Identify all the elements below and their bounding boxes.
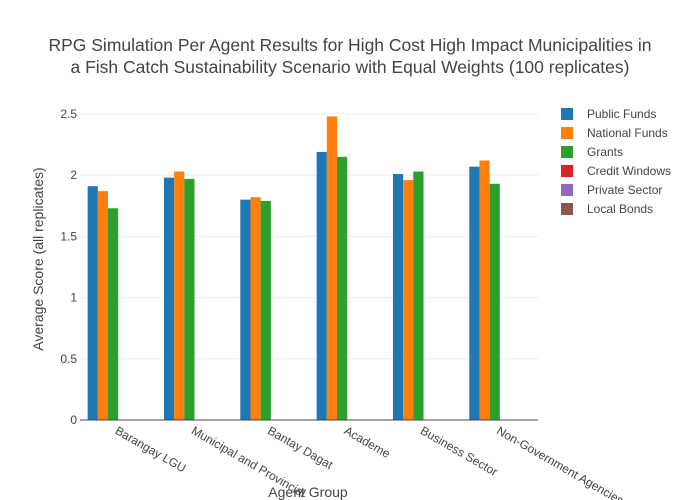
bar (403, 180, 414, 420)
x-tick-label: Business Sector (418, 423, 500, 478)
legend[interactable]: Public Funds National Funds Grants Credit W… (561, 107, 671, 216)
legend-item[interactable]: Private Sector (561, 183, 662, 197)
bar (336, 156, 348, 420)
bar (107, 208, 119, 420)
chart-title: RPG Simulation Per Agent Results for Hig… (48, 35, 651, 77)
x-tick-label: Bantay Dagat (265, 423, 336, 472)
legend-swatch (561, 108, 573, 120)
bar (250, 197, 261, 420)
legend-swatch (561, 203, 573, 215)
y-tick-label: 1 (70, 291, 77, 305)
legend-label: Local Bonds (587, 202, 653, 216)
bar (184, 178, 195, 420)
bar (392, 173, 404, 420)
bar (174, 171, 185, 420)
legend-swatch (561, 127, 573, 139)
y-tick-label: 0 (70, 413, 77, 427)
bars (87, 116, 500, 420)
y-tick-label: 1.5 (60, 229, 77, 243)
bar (87, 186, 98, 420)
bar (479, 160, 490, 420)
bar (97, 191, 108, 420)
bar (469, 166, 480, 420)
legend-item[interactable]: National Funds (561, 126, 668, 140)
legend-label: Credit Windows (587, 164, 671, 178)
legend-label: Grants (587, 145, 623, 159)
x-tick-label: Barangay LGU (113, 423, 189, 475)
legend-label: National Funds (587, 126, 668, 140)
x-tick-label: Non-Government Agencies (494, 423, 626, 500)
bar (260, 200, 271, 420)
legend-label: Private Sector (587, 183, 662, 197)
legend-label: Public Funds (587, 107, 656, 121)
bar (163, 177, 175, 420)
bar (326, 116, 337, 420)
chart-title-line-2: a Fish Catch Sustainability Scenario wit… (71, 57, 630, 77)
x-axis-ticks: Barangay LGU Municipal and ProvincialBant… (113, 423, 626, 500)
y-tick-label: 2 (70, 168, 77, 182)
legend-item[interactable]: Local Bonds (561, 202, 653, 216)
y-tick-label: 0.5 (60, 352, 77, 366)
legend-swatch (561, 146, 573, 158)
gridlines (80, 113, 538, 360)
legend-item[interactable]: Credit Windows (561, 164, 671, 178)
legend-swatch (561, 165, 573, 177)
y-axis-ticks: 0 0.5 1 1.5 2 2.5 (60, 107, 77, 427)
bar (489, 183, 500, 420)
y-tick-label: 2.5 (60, 107, 77, 121)
x-axis-title: Agent Group (268, 484, 348, 500)
y-axis-title: Average Score (all replicates) (30, 167, 46, 350)
chart-title-line-1: RPG Simulation Per Agent Results for Hig… (48, 35, 651, 55)
legend-item[interactable]: Grants (561, 145, 623, 159)
legend-item[interactable]: Public Funds (561, 107, 656, 121)
bar (240, 199, 251, 420)
x-tick-label: Academe (342, 423, 393, 461)
bar (413, 171, 424, 420)
legend-swatch (561, 184, 573, 196)
bar (316, 151, 327, 420)
